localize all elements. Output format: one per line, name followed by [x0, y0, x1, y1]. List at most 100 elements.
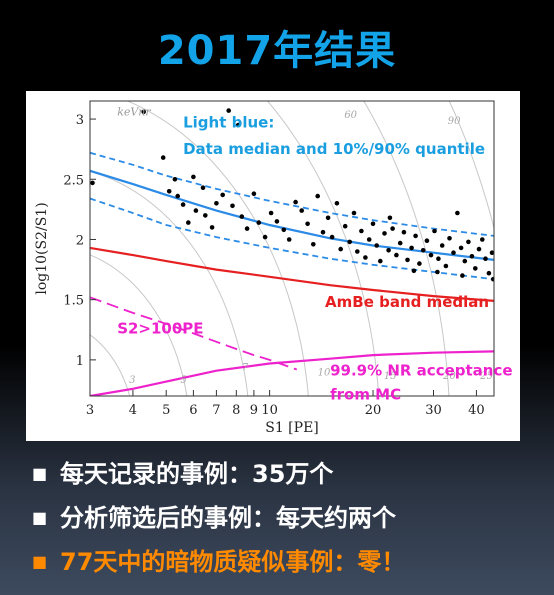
data-point — [338, 246, 344, 252]
chart-annotation: Data median and 10%/90% quantile — [183, 140, 485, 158]
data-point — [370, 221, 376, 227]
data-point — [203, 213, 208, 218]
data-point — [476, 246, 482, 252]
data-point — [286, 237, 292, 242]
y-tick-label: 2 — [76, 233, 84, 248]
data-point — [200, 185, 206, 190]
chart-annotation: from MC — [330, 386, 401, 404]
chart-annotation: S2>100PE — [117, 319, 203, 337]
data-point — [382, 231, 387, 236]
data-point — [262, 234, 268, 240]
contour-label: 7 — [242, 363, 249, 374]
data-point — [226, 108, 231, 113]
bullet-item: ■ 每天记录的事例：35万个 — [30, 452, 550, 496]
data-point — [363, 255, 368, 260]
y-tick-label: 3 — [76, 113, 84, 128]
slide-title: 2017年结果 — [157, 28, 397, 74]
data-point — [334, 201, 340, 206]
data-point — [394, 252, 399, 258]
y-tick-label: 1 — [76, 354, 84, 369]
series-line — [90, 197, 494, 281]
contour-label: 90 — [448, 116, 461, 127]
data-point — [460, 273, 465, 278]
data-point — [486, 270, 492, 276]
energy-contour — [90, 254, 188, 396]
data-point — [311, 242, 316, 247]
data-point — [325, 215, 331, 221]
x-tick-label: 6 — [189, 403, 197, 418]
data-point — [473, 266, 478, 271]
data-point — [411, 268, 417, 274]
data-point — [329, 234, 335, 240]
data-point — [315, 193, 321, 199]
data-point — [193, 208, 199, 213]
data-point — [235, 122, 241, 128]
contour-label: 20 — [442, 371, 456, 382]
chart-figure: 3 5 7 10 15 20 25 60 90 3 4 5 6 7 8 9 10 20 30 40 1 1.5 2 2.5 3 S… — [26, 91, 520, 441]
bullet-list: ■ 每天记录的事例：35万个 ■ 分析筛选后的事例：每天约两个 ■ 77天中的暗… — [30, 452, 550, 584]
x-tick-label: 30 — [425, 403, 442, 418]
data-point — [420, 248, 426, 253]
data-point — [462, 258, 468, 264]
contour-label: 3 — [129, 375, 135, 386]
data-point — [141, 109, 146, 115]
bullet-text: 分析筛选后的事例：每天约两个 — [60, 504, 396, 532]
data-point — [359, 228, 364, 234]
bullet-text: 每天记录的事例：35万个 — [60, 460, 334, 488]
bullet-item: ■ 分析筛选后的事例：每天约两个 — [30, 496, 550, 540]
bullet-text: 77天中的暗物质疑似事例：零！ — [60, 548, 406, 576]
data-point — [160, 155, 166, 160]
data-point — [320, 229, 326, 235]
data-point — [191, 174, 196, 180]
data-point — [293, 199, 298, 205]
data-point — [455, 210, 460, 216]
data-point — [220, 192, 225, 198]
contour-label: 5 — [180, 375, 186, 386]
series-line — [90, 296, 298, 371]
x-axis-label: S1 [PE] — [265, 420, 319, 436]
data-point — [347, 239, 353, 245]
data-point — [466, 239, 471, 245]
data-point — [451, 250, 456, 255]
chart-annotation: Light blue: — [183, 113, 274, 131]
contour-label: 10 — [318, 368, 331, 379]
data-point — [355, 249, 360, 254]
x-tick-label: 8 — [232, 403, 240, 418]
data-point — [342, 223, 348, 229]
chart-annotation: AmBe band median — [325, 293, 489, 311]
data-point — [405, 257, 410, 263]
data-point — [483, 256, 488, 261]
x-tick-label: 20 — [365, 403, 382, 418]
series-line — [90, 350, 494, 396]
data-point — [230, 203, 235, 209]
square-bullet-icon: ■ — [32, 552, 48, 571]
data-point — [186, 220, 191, 225]
data-point — [175, 193, 180, 199]
data-point — [274, 219, 280, 224]
data-point — [366, 237, 372, 242]
data-point — [491, 276, 494, 282]
data-point — [443, 263, 449, 269]
data-point — [432, 228, 437, 234]
energy-contour — [90, 334, 131, 396]
x-tick-label: 3 — [86, 403, 94, 418]
contour-label: 60 — [344, 110, 357, 121]
plot-frame — [89, 100, 495, 397]
data-point — [428, 252, 434, 258]
data-point — [299, 208, 305, 213]
data-point — [435, 269, 440, 275]
y-tick-label: 1.5 — [63, 294, 84, 309]
data-point — [390, 226, 395, 231]
bullet-item: ■ 77天中的暗物质疑似事例：零！ — [30, 540, 550, 584]
data-point — [447, 236, 452, 241]
data-point — [214, 201, 219, 206]
data-point — [386, 248, 391, 253]
data-point — [209, 225, 215, 230]
energy-contour — [126, 101, 309, 396]
data-point — [378, 258, 383, 264]
y-tick-label: 2.5 — [63, 173, 84, 188]
plot-area: 3 5 7 10 15 20 25 60 90 — [90, 101, 494, 396]
x-tick-label: 5 — [162, 403, 170, 418]
series-line — [90, 151, 494, 237]
